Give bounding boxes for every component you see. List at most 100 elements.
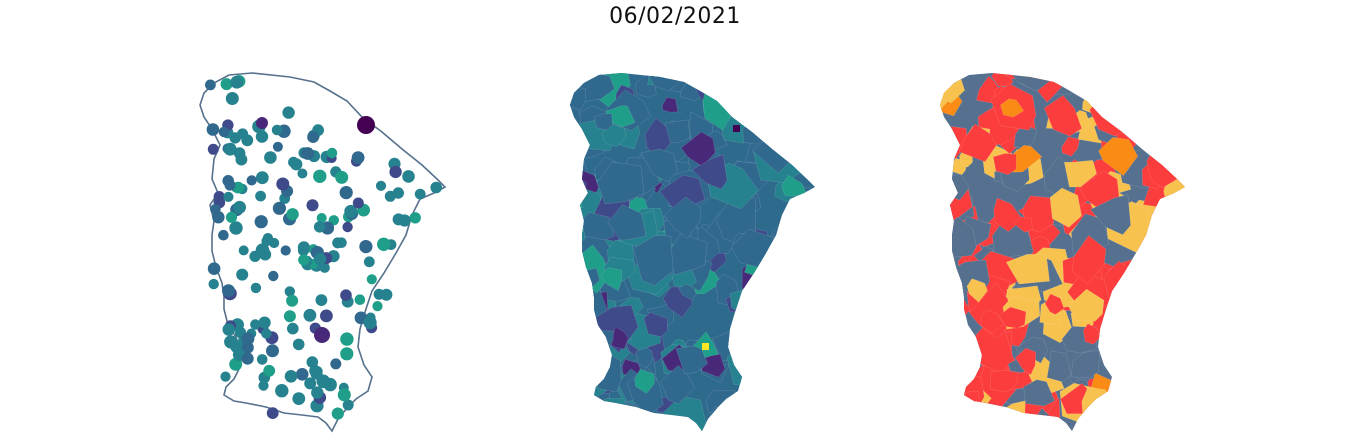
municipality-cell <box>798 310 815 324</box>
municipality-cell <box>785 91 808 114</box>
municipality-cell <box>663 196 702 239</box>
municipality-cell <box>596 161 645 205</box>
station-point <box>363 316 377 330</box>
station-point <box>246 175 257 186</box>
municipality-cell <box>988 406 1023 431</box>
municipality-cell <box>1145 266 1173 292</box>
municipality-cell <box>1007 73 1054 92</box>
station-point <box>207 143 219 155</box>
station-point <box>377 237 391 251</box>
station-point <box>287 322 299 335</box>
station-point <box>255 171 269 185</box>
station-point <box>220 371 231 382</box>
municipality-cell <box>1183 73 1185 84</box>
station-point <box>284 286 295 297</box>
municipality-cell <box>785 276 815 300</box>
municipal-choropleth-map <box>570 73 841 431</box>
station-point <box>351 151 365 164</box>
station-point <box>384 190 396 202</box>
category-choropleth-map <box>940 73 1185 431</box>
station-point <box>236 268 249 281</box>
station-point <box>342 221 353 233</box>
municipality-cell <box>1176 101 1185 136</box>
municipality-cell <box>799 405 815 431</box>
municipality-cell <box>1165 365 1185 404</box>
station-point <box>272 201 286 215</box>
municipality-cell <box>595 353 622 393</box>
station-point <box>313 169 327 183</box>
municipality-cell <box>763 358 790 391</box>
municipality-cell <box>785 140 815 168</box>
station-point <box>250 282 262 294</box>
municipality-cell <box>940 314 951 353</box>
municipality-cell <box>570 316 599 374</box>
municipality-cell <box>1012 145 1043 173</box>
municipality-cell <box>1103 318 1132 352</box>
station-point <box>213 191 225 203</box>
station-point <box>266 407 279 419</box>
municipality-cell <box>1168 257 1185 300</box>
municipality-cell <box>781 83 804 116</box>
municipality-cell <box>748 287 767 303</box>
municipality-cell <box>1182 104 1185 138</box>
municipality-cell <box>1169 190 1185 211</box>
municipality-cell <box>1018 336 1048 364</box>
station-point <box>280 245 291 256</box>
station-point <box>229 132 241 144</box>
station-point <box>218 229 229 241</box>
municipality-cell <box>1129 367 1154 409</box>
municipality-cell <box>748 73 785 97</box>
municipality-cell <box>731 342 757 371</box>
municipality-cell <box>821 308 841 334</box>
station-point <box>311 386 324 399</box>
municipality-cell <box>1184 131 1185 159</box>
station-point <box>208 278 219 290</box>
station-point <box>332 237 344 249</box>
municipality-cell <box>808 211 815 262</box>
municipality-cell <box>799 144 815 176</box>
station-point <box>292 338 305 351</box>
station-point <box>297 168 308 179</box>
station-point <box>256 117 268 129</box>
municipality-cell <box>774 73 797 97</box>
municipality-cell <box>966 278 988 303</box>
municipality-cell <box>1134 105 1163 134</box>
municipality-cell <box>570 86 586 110</box>
station-point <box>306 199 319 212</box>
station-point <box>373 288 385 300</box>
station-point <box>258 316 271 329</box>
municipality-cell <box>1152 261 1184 290</box>
station-point <box>241 352 254 365</box>
municipality-cell <box>635 345 653 368</box>
municipality-cell <box>570 209 582 238</box>
municipality-cell <box>1174 217 1185 240</box>
municipality-cell <box>805 369 815 388</box>
municipality-cell <box>1023 379 1055 407</box>
municipality-cell <box>1123 73 1147 99</box>
station-point <box>292 392 306 405</box>
municipality-cell <box>1124 321 1165 352</box>
municipality-cell <box>808 87 815 114</box>
municipality-cell <box>1149 312 1185 358</box>
station-point <box>261 328 272 339</box>
municipality-cell <box>1121 395 1171 431</box>
municipality-cell <box>1081 386 1112 418</box>
municipality-cell <box>660 365 695 405</box>
station-point <box>304 377 317 390</box>
municipality-cell <box>1174 346 1185 371</box>
station-point <box>225 211 238 223</box>
municipality-cell <box>750 392 798 431</box>
municipality-cell <box>992 153 1017 175</box>
municipality-cell <box>940 391 958 431</box>
municipality-cell <box>762 338 808 382</box>
station-point <box>366 274 377 285</box>
municipality-cell <box>999 306 1027 329</box>
municipality-cell <box>1157 309 1178 328</box>
station-point <box>340 332 354 346</box>
station-point <box>375 180 387 191</box>
station-point <box>284 370 298 383</box>
municipality-cell <box>1170 251 1185 306</box>
station-points <box>205 75 442 420</box>
municipality-cell <box>811 237 815 261</box>
station-point <box>229 221 243 235</box>
